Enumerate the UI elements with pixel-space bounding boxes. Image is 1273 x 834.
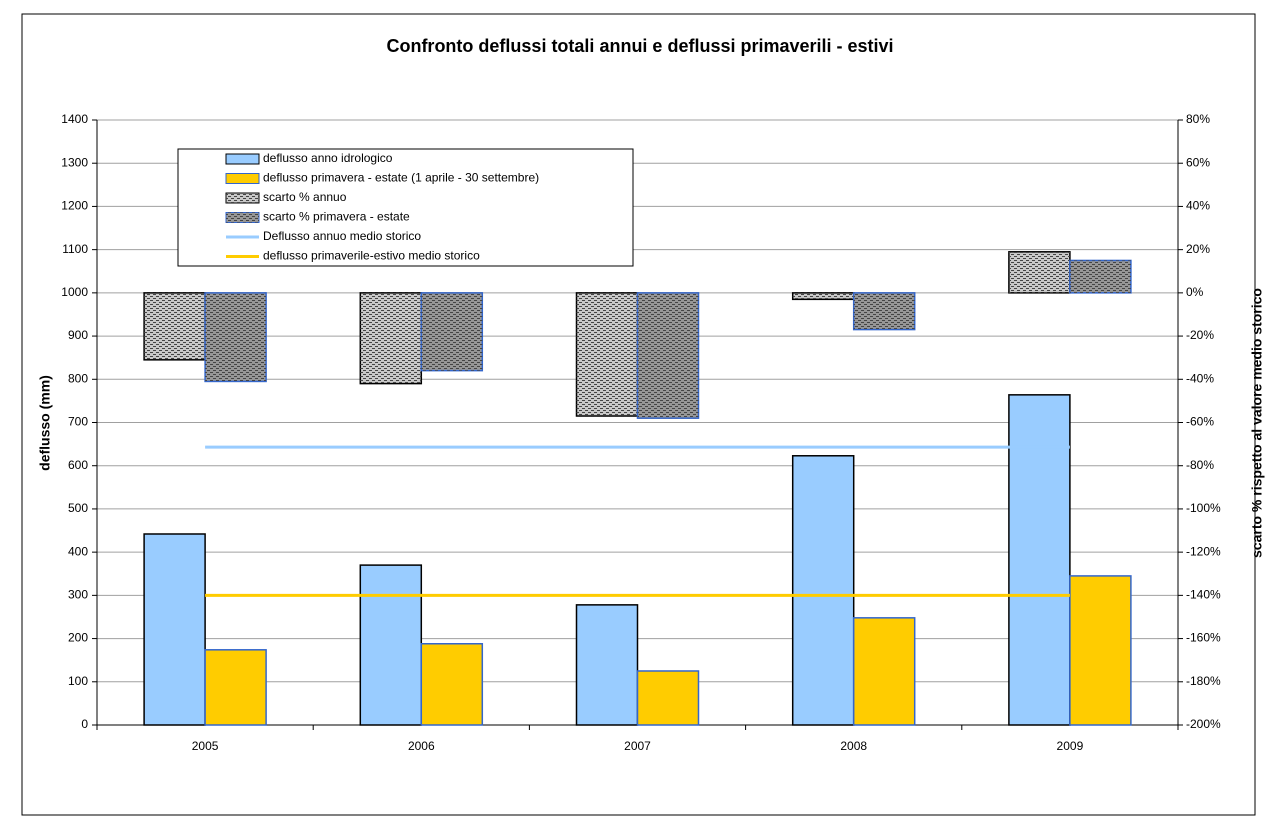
bar (143, 533, 206, 726)
y-tick-label: 600 (68, 458, 88, 472)
y-tick-label: 1400 (61, 112, 88, 126)
legend-label: deflusso primavera - estate (1 aprile - … (263, 171, 539, 185)
bar-pattern (205, 292, 267, 382)
bar-pattern (421, 292, 483, 371)
legend-swatch-pattern (226, 193, 259, 203)
bar-pattern (360, 292, 422, 384)
legend-label: deflusso anno idrologico (263, 151, 393, 165)
y2-tick-label: -60% (1186, 415, 1214, 429)
bar-pattern (144, 292, 206, 360)
y2-tick-label: 20% (1186, 242, 1210, 256)
legend-label: scarto % primavera - estate (263, 210, 410, 224)
x-tick-label: 2009 (1057, 739, 1084, 753)
y2-tick-label: -40% (1186, 371, 1214, 385)
y-tick-label: 900 (68, 328, 88, 342)
legend-label: scarto % annuo (263, 190, 347, 204)
y2-tick-label: -160% (1186, 631, 1221, 645)
legend-swatch (225, 153, 260, 165)
y-tick-label: 1100 (62, 242, 88, 256)
y-tick-label: 700 (68, 415, 88, 429)
bar (852, 617, 916, 726)
legend-swatch-pattern (226, 212, 259, 223)
bar (1008, 394, 1071, 726)
y2-axis-title: scarto % rispetto al valore medio storic… (1249, 288, 1265, 558)
bar (204, 649, 267, 726)
bar (636, 670, 700, 726)
y-tick-label: 400 (68, 544, 88, 558)
legend-label: deflusso primaverile-estivo medio storic… (263, 249, 480, 263)
y-tick-label: 800 (68, 371, 88, 385)
bar-pattern (1008, 251, 1070, 293)
y-tick-label: 0 (81, 717, 88, 731)
y2-tick-label: -200% (1186, 717, 1221, 731)
y2-tick-label: -100% (1186, 501, 1221, 515)
bar-pattern (792, 292, 854, 300)
y2-tick-label: -120% (1186, 544, 1221, 558)
y-tick-label: 1000 (61, 285, 88, 299)
bar-pattern (637, 292, 699, 419)
y-tick-label: 500 (68, 501, 88, 515)
y2-tick-label: 40% (1186, 199, 1210, 213)
bar-pattern (576, 292, 638, 417)
x-tick-label: 2008 (840, 739, 867, 753)
x-tick-label: 2005 (192, 739, 219, 753)
legend-swatch (225, 173, 260, 184)
x-tick-label: 2006 (408, 739, 435, 753)
bar (420, 643, 484, 726)
y2-tick-label: 60% (1186, 155, 1210, 169)
y2-tick-label: -20% (1186, 328, 1214, 342)
y-tick-label: 300 (68, 588, 88, 602)
y2-tick-label: -80% (1186, 458, 1214, 472)
y-tick-label: 1200 (61, 199, 88, 213)
y2-tick-label: 0% (1186, 285, 1204, 299)
bar (359, 564, 423, 726)
bar-pattern (853, 292, 915, 330)
y-axis-title: deflusso (mm) (37, 375, 53, 471)
y-tick-label: 100 (68, 674, 88, 688)
y-tick-label: 200 (68, 631, 88, 645)
bar (575, 604, 639, 726)
y2-tick-label: -180% (1186, 674, 1221, 688)
legend-box (177, 148, 634, 267)
y2-tick-label: -140% (1186, 588, 1221, 602)
legend-label: Deflusso annuo medio storico (263, 229, 421, 243)
chart-title: Confronto deflussi totali annui e deflus… (386, 36, 893, 56)
bar (1069, 575, 1132, 726)
bar-pattern (1069, 260, 1131, 293)
bar (791, 455, 855, 726)
y2-tick-label: 80% (1186, 112, 1210, 126)
y-tick-label: 1300 (61, 155, 88, 169)
x-tick-label: 2007 (624, 739, 651, 753)
